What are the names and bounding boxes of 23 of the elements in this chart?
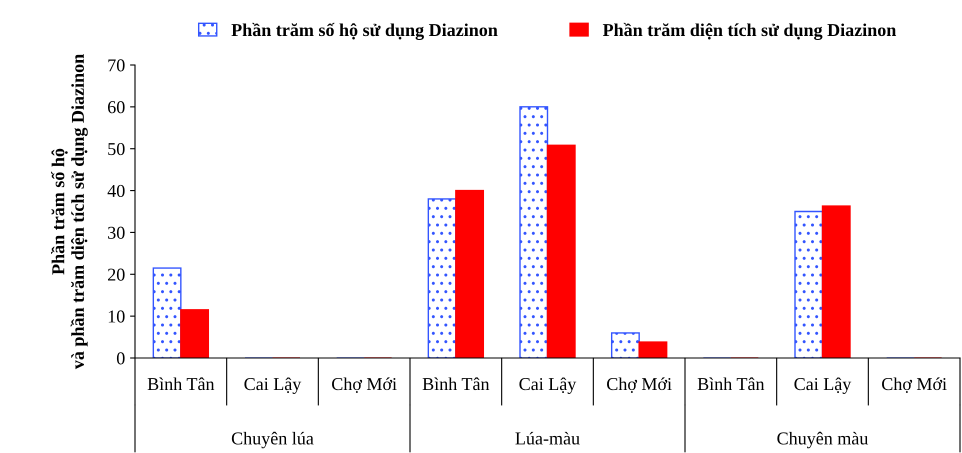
- y-tick-label: 10: [108, 310, 125, 323]
- x-tick-label: Bình Tân: [148, 377, 214, 390]
- x-tick-label: Cai Lậy: [794, 377, 852, 394]
- x-tick-label: Chợ Mới: [332, 377, 397, 393]
- legend-label: Phần trăm số hộ sử dụng Diazinon: [231, 22, 498, 40]
- x-tick-label: Chợ Mới: [882, 377, 947, 393]
- text: Chuyên màu: [777, 432, 868, 448]
- y-tick-label: 0: [116, 352, 125, 364]
- y-tick-label: 20: [108, 268, 125, 281]
- text: Lúa-màu: [515, 432, 580, 445]
- y-tick-label: 30: [108, 226, 125, 239]
- text: Chuyên lúa: [232, 432, 314, 448]
- x-tick-label: Bình Tân: [698, 377, 764, 390]
- x-tick-label: Chợ Mới: [607, 377, 672, 393]
- y-tick-label: 60: [108, 101, 125, 114]
- x-tick-label: Cai Lậy: [244, 377, 302, 394]
- x-tick-label: Cai Lậy: [519, 377, 576, 394]
- y-tick-label: 70: [108, 59, 125, 72]
- legend-label: Phần trăm diện tích sử dụng Diazinon: [602, 22, 896, 40]
- y-tick-label: 50: [108, 142, 125, 156]
- y-tick-label: 40: [108, 184, 125, 198]
- x-tick-label: Bình Tân: [422, 377, 490, 390]
- y-axis-title: Phần trăm số hộ và phần trăm diện tích sử dụng Diazinon: [51, 54, 88, 370]
